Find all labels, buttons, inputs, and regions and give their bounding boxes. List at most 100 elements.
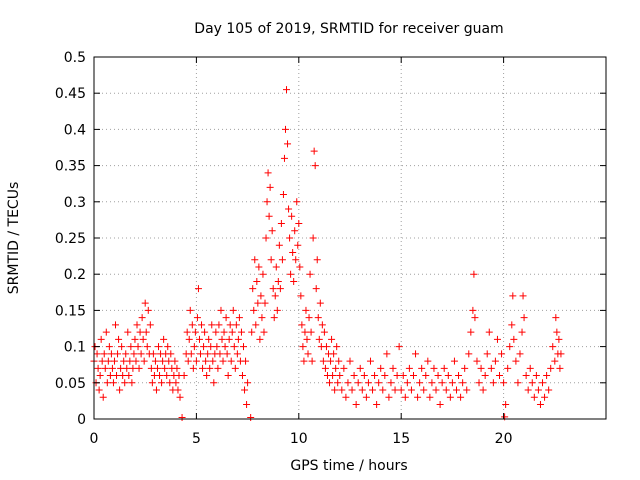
data-point xyxy=(218,335,226,343)
data-point xyxy=(346,357,354,365)
data-point xyxy=(290,277,298,285)
y-tick-label: 0.35 xyxy=(55,159,86,175)
data-point xyxy=(101,364,109,372)
data-point xyxy=(420,386,428,394)
data-point xyxy=(283,86,291,94)
data-point xyxy=(285,205,293,213)
y-tick-label: 0.15 xyxy=(55,303,86,319)
data-point xyxy=(510,335,518,343)
data-point xyxy=(185,335,193,343)
x-tick-label: 5 xyxy=(192,431,201,447)
y-tick-label: 0.25 xyxy=(55,231,86,247)
data-point xyxy=(397,386,405,394)
data-point xyxy=(469,306,477,314)
data-point xyxy=(194,285,202,293)
data-point xyxy=(167,350,175,358)
data-point xyxy=(134,343,142,351)
data-point xyxy=(524,386,532,394)
data-point xyxy=(174,386,182,394)
data-point xyxy=(329,372,337,380)
data-point xyxy=(461,364,469,372)
data-point xyxy=(360,372,368,380)
data-point xyxy=(255,263,263,271)
data-point xyxy=(342,393,350,401)
data-point xyxy=(253,277,261,285)
data-point xyxy=(155,343,163,351)
x-tick-label: 15 xyxy=(392,431,410,447)
data-point xyxy=(272,263,280,271)
data-point xyxy=(375,379,383,387)
data-point xyxy=(103,379,111,387)
data-point xyxy=(440,364,448,372)
data-point xyxy=(512,357,520,365)
data-point xyxy=(277,220,285,228)
data-point xyxy=(165,357,173,365)
data-point xyxy=(223,350,231,358)
data-point xyxy=(207,343,215,351)
data-point xyxy=(261,299,269,307)
data-point xyxy=(467,328,475,336)
data-point xyxy=(264,169,272,177)
data-point xyxy=(399,372,407,380)
data-point xyxy=(311,162,319,170)
data-point xyxy=(141,299,149,307)
data-point xyxy=(113,372,121,380)
data-point xyxy=(108,364,116,372)
data-point xyxy=(105,343,113,351)
data-point xyxy=(310,147,318,155)
data-point xyxy=(203,372,211,380)
data-point xyxy=(350,372,358,380)
data-point xyxy=(483,350,491,358)
data-point xyxy=(407,386,415,394)
data-point xyxy=(271,292,279,300)
data-point xyxy=(491,357,499,365)
data-point xyxy=(422,372,430,380)
data-point xyxy=(308,357,316,365)
y-tick-label: 0.2 xyxy=(64,267,86,283)
data-point xyxy=(314,314,322,322)
data-point xyxy=(188,321,196,329)
data-point xyxy=(432,386,440,394)
data-point xyxy=(305,314,313,322)
data-point xyxy=(217,306,225,314)
data-point xyxy=(228,328,236,336)
data-point xyxy=(506,343,514,351)
data-point xyxy=(176,393,184,401)
data-point xyxy=(173,364,181,372)
data-point xyxy=(192,357,200,365)
data-point xyxy=(500,379,508,387)
data-point xyxy=(136,328,144,336)
data-point xyxy=(395,343,403,351)
data-point xyxy=(202,357,210,365)
data-point xyxy=(269,285,277,293)
data-point xyxy=(300,357,308,365)
data-point xyxy=(383,350,391,358)
data-point xyxy=(116,386,124,394)
data-point xyxy=(338,386,346,394)
data-point xyxy=(107,350,115,358)
data-point xyxy=(171,357,179,365)
data-point xyxy=(270,314,278,322)
data-point xyxy=(320,328,328,336)
data-point xyxy=(556,364,564,372)
data-point xyxy=(334,379,342,387)
data-point xyxy=(284,140,292,148)
y-tick-label: 0 xyxy=(77,412,86,428)
data-point xyxy=(109,379,117,387)
y-tick-label: 0.45 xyxy=(55,86,86,102)
data-point xyxy=(104,357,112,365)
data-point xyxy=(444,372,452,380)
data-point xyxy=(475,379,483,387)
y-axis-label: SRMTID / TECUs xyxy=(6,182,22,295)
data-point xyxy=(303,335,311,343)
data-point xyxy=(195,335,203,343)
data-point xyxy=(276,285,284,293)
data-point xyxy=(534,386,542,394)
data-point xyxy=(273,306,281,314)
data-point xyxy=(249,285,257,293)
data-point xyxy=(278,256,286,264)
data-point xyxy=(309,234,317,242)
data-point xyxy=(280,154,288,162)
